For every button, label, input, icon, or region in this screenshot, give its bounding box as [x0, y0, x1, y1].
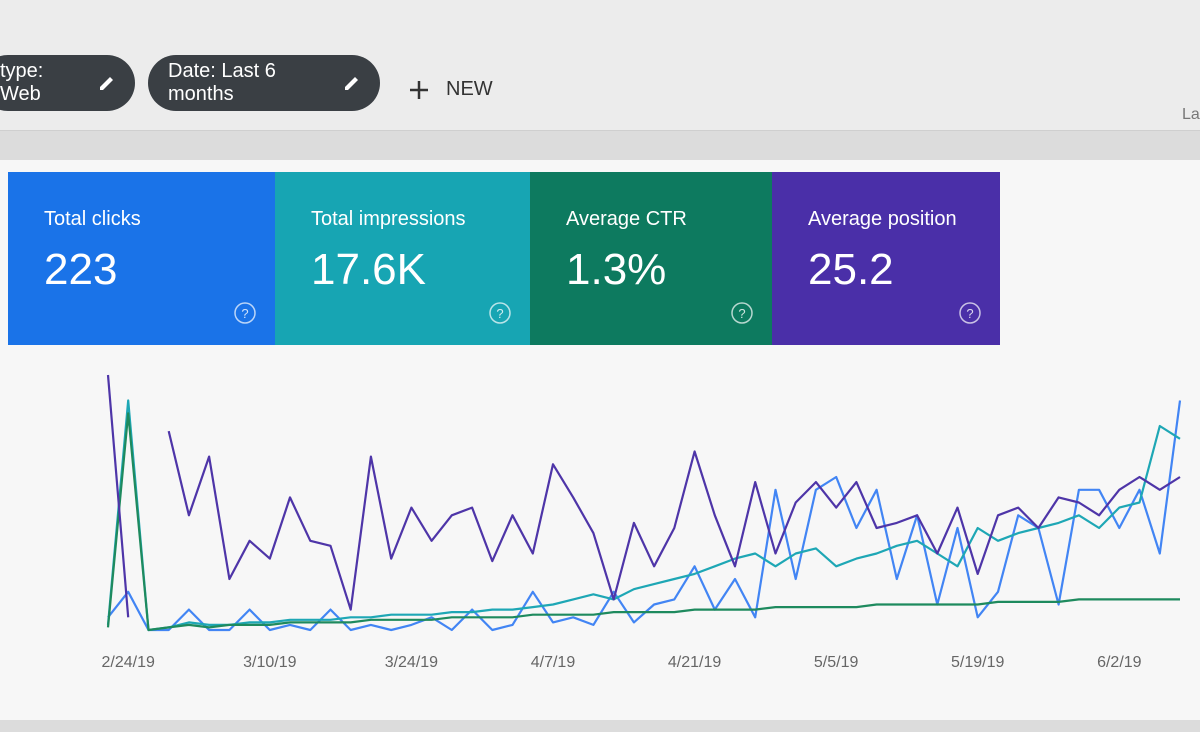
chart: 2/24/19 3/10/19 3/24/19 4/7/19 4/21/19 5/5/19… [102, 374, 1182, 671]
series-line [107, 400, 1182, 632]
help-circle [959, 302, 981, 324]
filter-chip[interactable]: Date: Last 6 months [148, 55, 380, 111]
metric-label: Total impressions [311, 208, 466, 230]
chip-text: Date: Last 6 months [168, 60, 276, 105]
help-circle [234, 302, 256, 324]
help-icon: ? [234, 302, 256, 324]
metric-card[interactable]: Average CTR 1.3%? [530, 172, 772, 345]
help-circle [489, 302, 511, 324]
corner-text: La [1182, 106, 1200, 123]
metric-label: Total clicks [44, 208, 141, 230]
help-mark: ? [241, 306, 248, 321]
x-tick-label: 4/7/19 [531, 654, 576, 671]
series-line [106, 412, 1180, 632]
series-line [106, 374, 1181, 618]
filter-chip[interactable]: type: Web [0, 55, 135, 111]
metric-card[interactable]: Average position 25.2? [772, 172, 1000, 345]
new-text: NEW [446, 78, 493, 100]
filter-bar: type: Web Date: Last 6 months NEW La [0, 0, 1200, 131]
help-mark: ? [738, 306, 745, 321]
help-mark: ? [966, 306, 973, 321]
plus-icon [410, 80, 428, 99]
x-tick-label: 5/19/19 [951, 654, 1004, 671]
x-tick-label: 2/24/19 [102, 654, 155, 671]
help-icon: ? [731, 302, 753, 324]
metric-label: Average CTR [566, 208, 687, 230]
metric-value: 17.6K [311, 245, 426, 294]
help-circle [731, 302, 753, 324]
x-tick-label: 4/21/19 [668, 654, 721, 671]
metric-card[interactable]: Total clicks 223? [8, 172, 275, 345]
metric-value: 223 [44, 245, 118, 294]
x-tick-label: 3/10/19 [243, 654, 296, 671]
metric-card[interactable]: Total impressions 17.6K? [275, 172, 530, 345]
x-tick-label: 6/2/19 [1097, 654, 1142, 671]
metric-value: 1.3% [566, 245, 667, 294]
help-icon: ? [959, 302, 981, 324]
x-tick-label: 3/24/19 [385, 654, 438, 671]
chip-text: type: Web [0, 60, 44, 105]
help-mark: ? [496, 306, 503, 321]
metric-label: Average position [808, 208, 957, 230]
x-tick-label: 5/5/19 [814, 654, 859, 671]
series-line [106, 399, 1181, 632]
edit-icon [99, 77, 113, 90]
edit-icon [345, 77, 359, 90]
new-button[interactable]: NEW [408, 78, 493, 101]
help-icon: ? [489, 302, 511, 324]
metric-value: 25.2 [808, 245, 894, 294]
